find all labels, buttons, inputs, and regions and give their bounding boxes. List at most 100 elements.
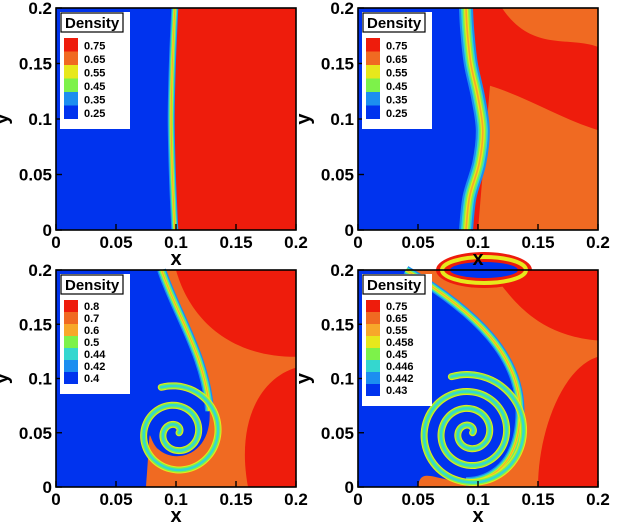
panel-2-ytick-label: 0.05 <box>321 166 354 185</box>
legend-level-label: 0.442 <box>386 373 414 385</box>
panel-3-xlabel: x <box>170 505 181 523</box>
legend-swatch-gap <box>366 119 380 123</box>
legend-level-label: 0.25 <box>386 108 407 120</box>
legend-swatch <box>64 312 78 325</box>
legend-swatch <box>366 360 380 373</box>
legend-swatch <box>64 300 78 313</box>
legend-level-label: 0.44 <box>84 349 106 361</box>
legend-swatch <box>64 360 78 373</box>
panel-2-ylabel: y <box>293 113 315 125</box>
panel-2-xtick-label: 0.05 <box>401 233 434 252</box>
legend-swatch <box>366 38 380 52</box>
legend-level-label: 0.35 <box>84 95 105 107</box>
legend-swatch <box>366 92 380 106</box>
heavy-fluid-region <box>490 270 598 341</box>
legend-level-label: 0.45 <box>84 81 105 93</box>
panel-3-ytick-label: 0.2 <box>28 261 52 280</box>
legend-level-label: 0.35 <box>386 95 407 107</box>
heavy-fluid-lower <box>538 356 598 487</box>
panel-3-ytick-label: 0.15 <box>19 315 52 334</box>
panel-4-ylabel: y <box>293 372 315 384</box>
panel-4-axes: 0 0.05 0.1 0.15 0.2 0 0.05 0.1 0.15 0.2 x y <box>293 261 610 523</box>
legend-swatch <box>64 105 78 120</box>
legend-swatch <box>64 92 78 106</box>
panel-4-ytick-label: 0 <box>345 478 354 497</box>
spiral-inner-band <box>422 373 525 484</box>
panel-4-legend: Density 0.750.650.550.4580.450.4460.4420.… <box>362 274 432 406</box>
panel-1-ylabel: y <box>0 113 13 125</box>
panel-4-xtick-label: 0.1 <box>466 490 490 509</box>
legend-level-label: 0.55 <box>84 68 105 80</box>
legend-swatch <box>64 78 78 93</box>
panel-1-xlabel: x <box>170 248 181 270</box>
legend-level-label: 0.75 <box>84 41 105 53</box>
panel-3-xtick-label: 0.05 <box>99 490 132 509</box>
legend-level-label: 0.45 <box>386 349 407 361</box>
panel-1-ytick-label: 0 <box>43 221 52 240</box>
panel-1-ytick-label: 0.15 <box>19 55 52 74</box>
legend-level-label: 0.75 <box>386 41 407 53</box>
heavy-fluid-lower <box>244 367 296 487</box>
panel-4-xtick-label: 0 <box>353 490 362 509</box>
legend-title-box <box>362 274 426 295</box>
legend-title-box <box>60 274 124 295</box>
panel-2-xtick-label: 0.1 <box>466 233 490 252</box>
legend-level-label: 0.25 <box>84 108 105 120</box>
spiral-inner-band <box>142 384 220 472</box>
mixed-region-top <box>502 8 598 47</box>
legend-swatch <box>64 372 78 385</box>
panel-4-ytick-label: 0.15 <box>321 315 354 334</box>
legend-title-box <box>362 12 426 33</box>
legend-title: Density <box>65 277 120 294</box>
panel-3-ytick-label: 0.05 <box>19 424 52 443</box>
legend-level-label: 0.5 <box>84 337 99 349</box>
panel-1-ytick-label: 0.2 <box>28 0 52 18</box>
legend-level-label: 0.65 <box>84 54 105 66</box>
panel-4-interface-band-4 <box>405 269 521 483</box>
legend-level-label: 0.458 <box>386 337 414 349</box>
panel-2-xtick-label: 0 <box>353 233 362 252</box>
legend-swatch-gap <box>64 119 78 123</box>
panel-4-ytick-label: 0.1 <box>330 370 354 389</box>
panel-1-axes: 0 0.05 0.1 0.15 0.2 0 0.05 0.1 0.15 0.2 x y <box>0 0 308 270</box>
panel-3-xtick-label: 0.2 <box>284 490 308 509</box>
panel-1-xtick-label: 0.05 <box>99 233 132 252</box>
legend-swatch <box>366 348 380 361</box>
panel-1-ytick-label: 0.1 <box>28 110 52 129</box>
legend-swatch <box>64 336 78 349</box>
legend-level-label: 0.446 <box>386 361 414 373</box>
legend-swatch <box>64 38 78 52</box>
legend-swatch <box>366 336 380 349</box>
legend-level-label: 0.65 <box>386 313 407 325</box>
panel-2-ytick-label: 0 <box>345 221 354 240</box>
panel-2-ytick-label: 0.2 <box>330 0 354 18</box>
legend-swatch <box>64 51 78 66</box>
panel-2-xtick-label: 0.15 <box>521 233 554 252</box>
panel-3-xtick-label: 0.15 <box>219 490 252 509</box>
panel-3-xtick-label: 0.1 <box>164 490 188 509</box>
legend-swatch-gap <box>64 384 78 388</box>
legend-swatch <box>366 105 380 120</box>
panel-3-ylabel: y <box>0 372 13 384</box>
legend-level-label: 0.45 <box>386 81 407 93</box>
legend-swatch <box>64 65 78 79</box>
panel-1-xtick-label: 0.15 <box>219 233 252 252</box>
legend-title: Density <box>367 15 422 32</box>
legend-title-box <box>60 12 124 33</box>
legend-level-label: 0.75 <box>386 301 407 313</box>
legend-title: Density <box>367 277 422 294</box>
panel-1-ytick-label: 0.05 <box>19 166 52 185</box>
legend-swatch-gap <box>366 396 380 400</box>
panel-3-axes: 0 0.05 0.1 0.15 0.2 0 0.05 0.1 0.15 0.2 x y <box>0 261 308 523</box>
legend-level-label: 0.6 <box>84 325 99 337</box>
legend-swatch <box>366 324 380 337</box>
legend-level-label: 0.42 <box>84 361 105 373</box>
panel-2-xtick-label: 0.2 <box>586 233 610 252</box>
legend-level-label: 0.7 <box>84 313 99 325</box>
legend-swatch <box>64 348 78 361</box>
legend-swatch <box>366 384 380 397</box>
panel-2-axes: 0 0.05 0.1 0.15 0.2 0 0.05 0.1 0.15 0.2 x y <box>293 0 610 270</box>
panel-3-ytick-label: 0.1 <box>28 370 52 389</box>
legend-title: Density <box>65 15 120 32</box>
